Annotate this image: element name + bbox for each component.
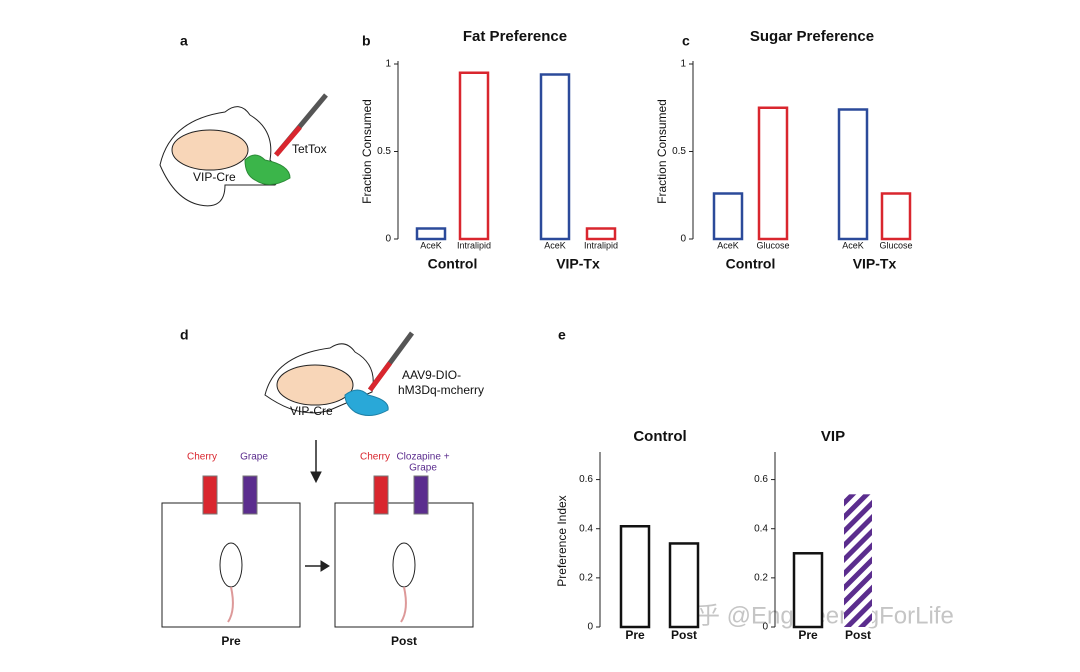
x-tick-label: AceK bbox=[544, 240, 566, 250]
bar bbox=[880, 192, 912, 241]
chart-title: VIP bbox=[821, 428, 845, 445]
chart-title: Sugar Preference bbox=[750, 28, 874, 45]
bottle-label: Clozapine + bbox=[396, 452, 449, 463]
x-tick-label: Glucose bbox=[756, 240, 789, 250]
injection-label: TetTox bbox=[292, 142, 327, 156]
y-tick-label: 0.2 bbox=[754, 572, 768, 583]
bar bbox=[585, 227, 617, 241]
bottle-label: Cherry bbox=[187, 452, 217, 463]
bar bbox=[539, 73, 571, 241]
chart-title: Control bbox=[633, 428, 686, 445]
panel-label: a bbox=[180, 33, 188, 49]
x-tick-label: Intralipid bbox=[457, 240, 491, 250]
panel-label: e bbox=[558, 327, 566, 343]
bottle-label: Cherry bbox=[360, 452, 390, 463]
y-tick-label: 0.5 bbox=[672, 146, 686, 157]
x-tick-label: Pre bbox=[798, 628, 818, 642]
chart-title: Fat Preference bbox=[463, 28, 567, 45]
y-tick-label: 0.6 bbox=[754, 474, 768, 485]
y-tick-label: 0.6 bbox=[579, 474, 593, 485]
x-tick-label: Post bbox=[671, 628, 697, 642]
bar bbox=[668, 542, 700, 629]
y-axis-label: Fraction Consumed bbox=[360, 99, 374, 204]
y-tick-label: 1 bbox=[385, 59, 391, 70]
condition-label: Post bbox=[391, 634, 417, 648]
y-tick-label: 0 bbox=[762, 622, 768, 633]
x-tick-label: Post bbox=[845, 628, 871, 642]
bar bbox=[458, 71, 490, 241]
x-tick-label: Pre bbox=[625, 628, 645, 642]
group-label: Control bbox=[726, 256, 776, 272]
x-tick-label: Glucose bbox=[879, 240, 912, 250]
y-tick-label: 0.2 bbox=[579, 572, 593, 583]
panel-label: c bbox=[682, 33, 690, 49]
x-tick-label: AceK bbox=[842, 240, 864, 250]
y-tick-label: 1 bbox=[680, 59, 686, 70]
bar bbox=[844, 494, 872, 627]
group-label: Control bbox=[428, 256, 478, 272]
bar bbox=[415, 227, 447, 241]
y-tick-label: 0.4 bbox=[579, 523, 593, 534]
y-axis-label: Fraction Consumed bbox=[655, 99, 669, 204]
y-tick-label: 0 bbox=[680, 234, 686, 245]
x-tick-label: Intralipid bbox=[584, 240, 618, 250]
bottle-label: Grape bbox=[409, 463, 437, 474]
bar bbox=[619, 525, 651, 629]
bar bbox=[757, 106, 789, 241]
mouse-illustration bbox=[161, 331, 474, 628]
bar bbox=[712, 192, 744, 241]
injection-label: AAV9-DIO- bbox=[402, 368, 461, 382]
group-label: VIP-Tx bbox=[556, 256, 600, 272]
x-tick-label: AceK bbox=[420, 240, 442, 250]
injection-label: hM3Dq-mcherry bbox=[398, 383, 484, 397]
mouse-label: VIP-Cre bbox=[193, 170, 236, 184]
group-label: VIP-Tx bbox=[853, 256, 897, 272]
y-tick-label: 0.4 bbox=[754, 523, 768, 534]
y-tick-label: 0 bbox=[587, 622, 593, 633]
panel-label: b bbox=[362, 33, 371, 49]
condition-label: Pre bbox=[221, 634, 241, 648]
bottle-label: Grape bbox=[240, 452, 268, 463]
x-tick-label: AceK bbox=[717, 240, 739, 250]
panel-label: d bbox=[180, 327, 189, 343]
y-axis-label: Preference Index bbox=[555, 495, 569, 586]
bar bbox=[792, 552, 824, 629]
bar bbox=[837, 108, 869, 241]
y-tick-label: 0 bbox=[385, 234, 391, 245]
mouse-label: VIP-Cre bbox=[290, 404, 333, 418]
y-tick-label: 0.5 bbox=[377, 146, 391, 157]
mouse-illustration bbox=[159, 93, 328, 207]
